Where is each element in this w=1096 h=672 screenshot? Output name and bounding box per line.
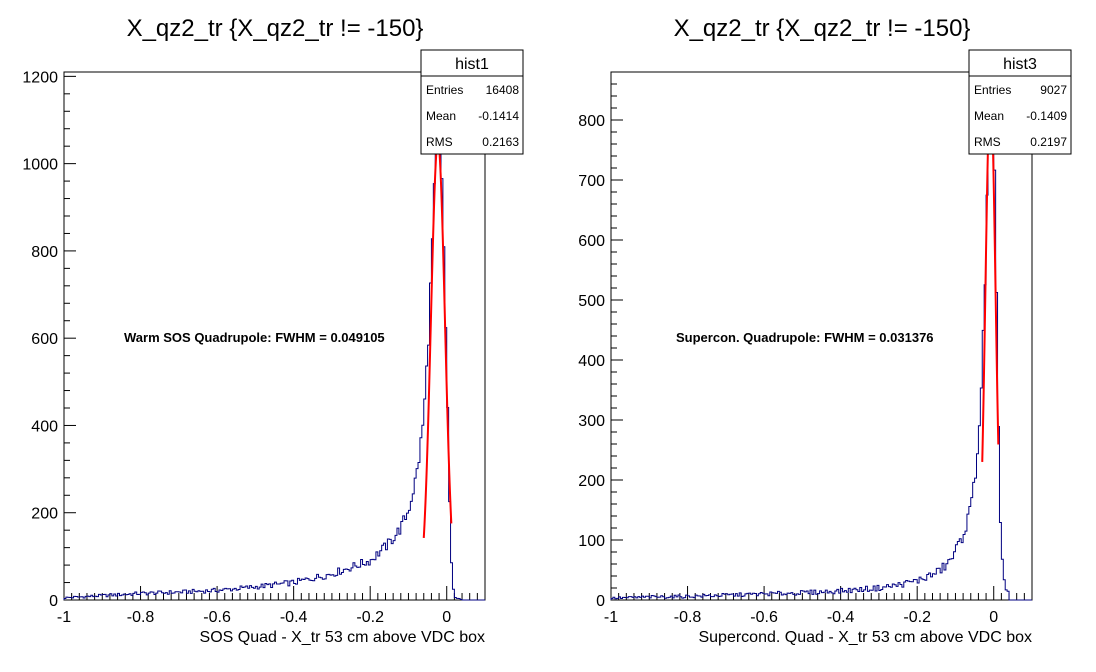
stats-rms-label: RMS xyxy=(974,135,1001,149)
x-tick-label: -1 xyxy=(604,609,618,626)
y-tick-label: 200 xyxy=(31,506,58,523)
stats-rms-value: 0.2197 xyxy=(1030,135,1067,149)
x-tick-label: -0.2 xyxy=(356,609,384,626)
x-axis-label: Supercond. Quad - X_tr 53 cm above VDC b… xyxy=(698,629,1032,646)
plot-title: X_qz2_tr {X_qz2_tr != -150} xyxy=(127,15,424,42)
stats-rms-label: RMS xyxy=(426,135,453,149)
stats-mean-value: -0.1414 xyxy=(478,109,519,123)
y-tick-label: 400 xyxy=(578,353,605,370)
y-tick-label: 0 xyxy=(596,593,605,610)
y-tick-label: 1200 xyxy=(22,69,58,86)
histogram-series xyxy=(610,87,1032,601)
y-tick-label: 800 xyxy=(31,244,58,261)
stats-mean-label: Mean xyxy=(426,109,456,123)
x-tick-label: -1 xyxy=(57,609,71,626)
y-tick-label: 800 xyxy=(578,113,605,130)
stats-box-name: hist1 xyxy=(455,56,489,73)
stats-mean-value: -0.1409 xyxy=(1026,109,1067,123)
x-tick-label: -0.8 xyxy=(127,609,155,626)
stats-mean-label: Mean xyxy=(974,109,1004,123)
y-tick-label: 100 xyxy=(578,533,605,550)
stats-entries-label: Entries xyxy=(974,83,1011,97)
x-tick-label: -0.6 xyxy=(750,609,778,626)
x-tick-label: -0.4 xyxy=(827,609,855,626)
y-tick-label: 600 xyxy=(578,233,605,250)
y-tick-label: 600 xyxy=(31,331,58,348)
x-axis: -1 -0.8 -0.6 -0.4 -0.2 0 xyxy=(604,586,1033,626)
stats-box: hist1 Entries 16408 Mean -0.1414 RMS 0.2… xyxy=(420,49,524,155)
x-tick-label: -0.6 xyxy=(203,609,231,626)
stats-entries-label: Entries xyxy=(426,83,463,97)
panel-sos-quad: X_qz2_tr {X_qz2_tr != -150} 0 200 400 600 80… xyxy=(22,15,524,646)
y-tick-label: 300 xyxy=(578,413,605,430)
plot-title: X_qz2_tr {X_qz2_tr != -150} xyxy=(674,15,971,42)
y-axis: 0 100 200 300 400 500 600 700 800 xyxy=(578,71,623,610)
x-tick-label: 0 xyxy=(442,609,451,626)
y-tick-label: 200 xyxy=(578,473,605,490)
x-tick-label: -0.4 xyxy=(280,609,308,626)
x-tick-label: -0.8 xyxy=(674,609,702,626)
fwhm-annotation: Warm SOS Quadrupole: FWHM = 0.049105 xyxy=(124,330,385,345)
x-tick-label: 0 xyxy=(989,609,998,626)
y-tick-label: 700 xyxy=(578,173,605,190)
stats-entries-value: 9027 xyxy=(1040,83,1067,97)
y-tick-label: 500 xyxy=(578,293,605,310)
y-tick-label: 1000 xyxy=(22,157,58,174)
stats-entries-value: 16408 xyxy=(486,83,520,97)
stats-rms-value: 0.2163 xyxy=(482,135,519,149)
y-tick-label: 0 xyxy=(49,593,58,610)
y-tick-label: 400 xyxy=(31,418,58,435)
y-axis: 0 200 400 600 800 1000 1200 xyxy=(22,69,76,610)
x-axis-label: SOS Quad - X_tr 53 cm above VDC box xyxy=(200,629,485,646)
x-axis: -1 -0.8 -0.6 -0.4 -0.2 0 xyxy=(57,586,486,626)
stats-box: hist3 Entries 9027 Mean -0.1409 RMS 0.21… xyxy=(968,49,1072,155)
histogram-series xyxy=(63,136,485,601)
stats-box-name: hist3 xyxy=(1003,56,1037,73)
panel-supercond-quad: X_qz2_tr {X_qz2_tr != -150} 0 100 200 300 40… xyxy=(578,15,1072,646)
plot-frame xyxy=(63,71,486,601)
fwhm-annotation: Supercon. Quadrupole: FWHM = 0.031376 xyxy=(676,330,934,345)
x-tick-label: -0.2 xyxy=(903,609,931,626)
